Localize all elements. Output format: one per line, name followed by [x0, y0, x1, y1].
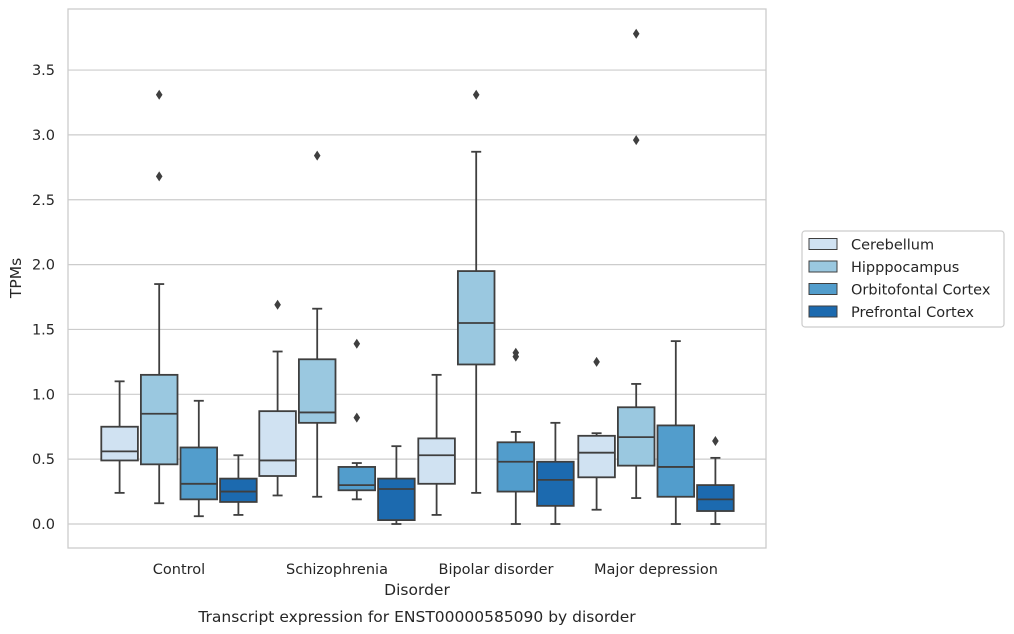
x-tick-label: Major depression: [594, 562, 718, 578]
box-body: [536, 460, 575, 507]
legend: Cerebellum Hipppocampus Orbitofontal Corte…: [801, 230, 1005, 328]
outlier-point: [155, 171, 163, 182]
y-tick-label: 2.5: [32, 193, 55, 209]
box-body: [179, 446, 218, 501]
box-body: [139, 373, 179, 466]
plot-frame: [67, 8, 767, 549]
outlier-point: [353, 412, 361, 423]
box-orbitofontal-cortex-1: [337, 338, 376, 501]
outlier-point: [712, 435, 719, 446]
box-body: [417, 437, 456, 485]
box-orbitofontal-cortex-0: [179, 399, 218, 518]
box-body: [258, 410, 297, 477]
box-body: [577, 434, 616, 479]
x-tick-label: Bipolar disorder: [439, 562, 554, 578]
outlier-point: [512, 347, 520, 358]
y-axis-label: TPMs: [7, 258, 25, 299]
legend-swatch: [808, 238, 838, 250]
box-cerebellum-1: [258, 299, 297, 497]
outlier-point: [593, 356, 600, 367]
boxes: [100, 28, 735, 525]
x-tick-label: Schizophrenia: [286, 562, 388, 578]
box-prefrontal-cortex-0: [219, 454, 258, 516]
box-body: [100, 425, 139, 462]
box-cerebellum-0: [100, 380, 139, 494]
y-tick-label: 0.5: [32, 452, 55, 468]
box-cerebellum-3: [577, 356, 616, 511]
box-cerebellum-2: [417, 373, 456, 516]
box-body: [656, 424, 695, 498]
box-hipppocampus-1: [297, 150, 337, 498]
box-body: [337, 466, 376, 492]
outlier-point: [632, 135, 640, 146]
legend-swatch: [808, 260, 838, 273]
legend-frame: [801, 230, 1005, 328]
x-tick-label: Control: [153, 562, 205, 578]
box-body: [496, 441, 535, 493]
legend-label: Orbitofontal Cortex: [851, 283, 991, 299]
box-body: [456, 270, 496, 366]
box-prefrontal-cortex-2: [536, 421, 575, 525]
y-tick-label: 3.5: [32, 63, 55, 79]
box-prefrontal-cortex-1: [377, 445, 416, 525]
box-body: [696, 484, 735, 512]
box-prefrontal-cortex-3: [696, 435, 735, 525]
box-hipppocampus-0: [139, 89, 179, 505]
box-orbitofontal-cortex-3: [656, 340, 695, 525]
outlier-point: [313, 150, 321, 161]
box-orbitofontal-cortex-2: [496, 347, 535, 525]
box-hipppocampus-3: [617, 28, 656, 499]
y-tick-label: 1.0: [32, 387, 55, 403]
outlier-point: [274, 299, 281, 310]
legend-label: Cerebellum: [851, 238, 934, 254]
legend-swatch: [808, 283, 838, 295]
y-tick-label: 3.0: [32, 128, 55, 144]
outlier-point: [472, 89, 480, 100]
box-hipppocampus-2: [456, 89, 496, 494]
box-body: [219, 477, 258, 503]
outlier-point: [632, 28, 640, 39]
x-tick-labels: Control Schizophrenia Bipolar disorder Majo…: [153, 562, 718, 578]
legend-label: Hipppocampus: [851, 260, 959, 276]
y-tick-label: 0.0: [32, 517, 55, 533]
y-tick-label: 1.5: [32, 322, 55, 338]
legend-label: Prefrontal Cortex: [851, 305, 974, 321]
outlier-point: [155, 89, 163, 100]
x-axis-label: Disorder: [384, 581, 450, 599]
y-tick-labels: 0.0 0.5 1.0 1.5 2.0 2.5 3.0 3.5: [32, 63, 55, 533]
outlier-point: [353, 338, 361, 349]
box-body: [377, 477, 416, 522]
chart-caption: Transcript expression for ENST0000058509…: [197, 608, 636, 626]
legend-swatch: [808, 305, 838, 318]
y-tick-label: 2.0: [32, 258, 55, 274]
